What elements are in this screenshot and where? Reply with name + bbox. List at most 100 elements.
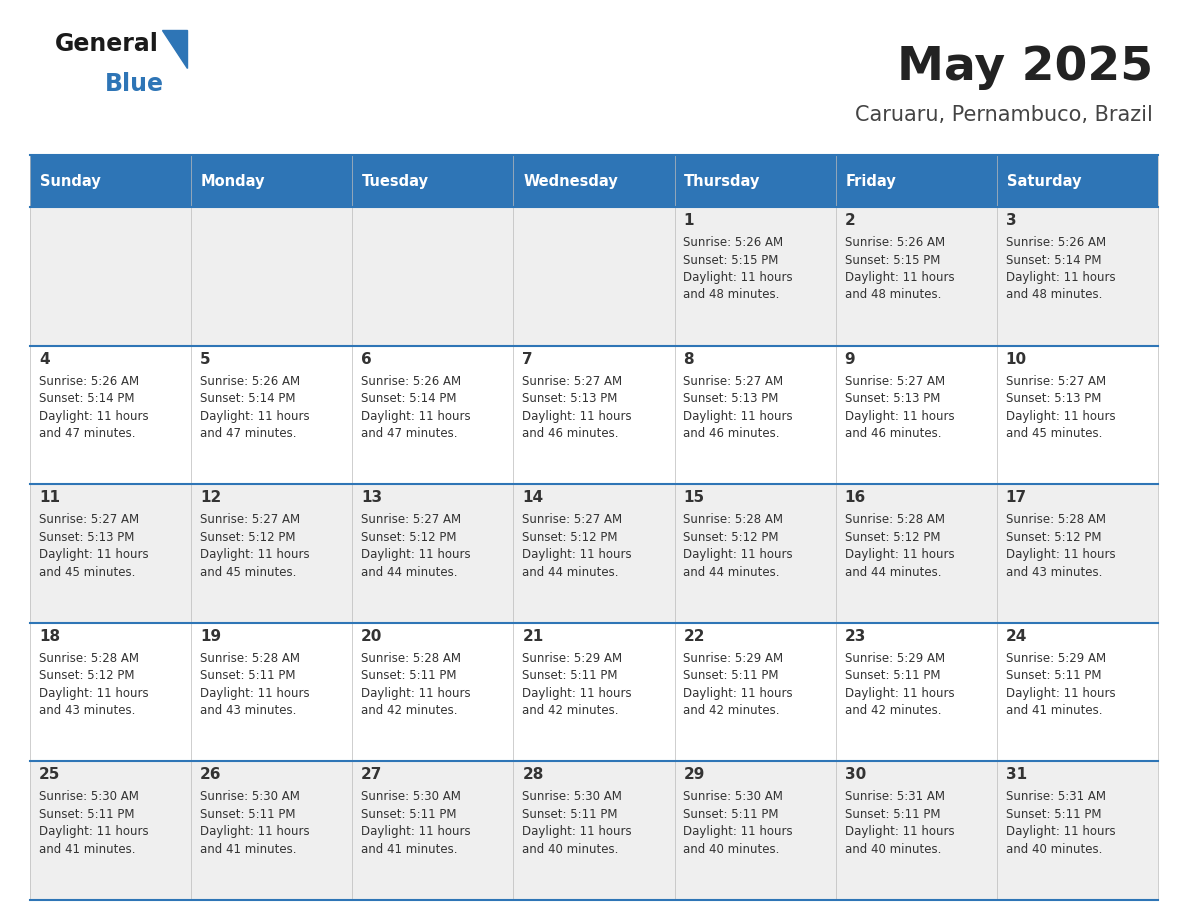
Text: 9: 9 [845, 352, 855, 366]
Text: Sunset: 5:11 PM: Sunset: 5:11 PM [845, 669, 940, 682]
Bar [353, 622, 513, 761]
Text: Sunrise: 5:29 AM: Sunrise: 5:29 AM [845, 652, 944, 665]
Bar [353, 484, 513, 622]
Text: Friday: Friday [846, 174, 896, 188]
Bar [675, 622, 835, 761]
Text: Sunset: 5:12 PM: Sunset: 5:12 PM [523, 531, 618, 543]
Text: 16: 16 [845, 490, 866, 505]
Bar [835, 761, 997, 900]
Text: and 48 minutes.: and 48 minutes. [1006, 288, 1102, 301]
Bar [191, 345, 353, 484]
Text: 29: 29 [683, 767, 704, 782]
Text: and 47 minutes.: and 47 minutes. [361, 427, 457, 440]
Text: Tuesday: Tuesday [362, 174, 429, 188]
Text: Sunrise: 5:28 AM: Sunrise: 5:28 AM [361, 652, 461, 665]
Text: Daylight: 11 hours: Daylight: 11 hours [39, 548, 148, 561]
Text: May 2025: May 2025 [897, 45, 1154, 90]
Text: Daylight: 11 hours: Daylight: 11 hours [845, 548, 954, 561]
Text: and 40 minutes.: and 40 minutes. [1006, 843, 1102, 856]
Bar [675, 761, 835, 900]
Text: Thursday: Thursday [684, 174, 760, 188]
Text: Sunrise: 5:29 AM: Sunrise: 5:29 AM [683, 652, 784, 665]
Text: Sunrise: 5:28 AM: Sunrise: 5:28 AM [683, 513, 783, 526]
Text: Daylight: 11 hours: Daylight: 11 hours [1006, 825, 1116, 838]
Text: Daylight: 11 hours: Daylight: 11 hours [200, 687, 310, 700]
Text: Sunset: 5:15 PM: Sunset: 5:15 PM [845, 253, 940, 266]
Text: Sunset: 5:14 PM: Sunset: 5:14 PM [39, 392, 134, 405]
Text: Sunrise: 5:30 AM: Sunrise: 5:30 AM [39, 790, 139, 803]
Text: and 42 minutes.: and 42 minutes. [361, 704, 457, 717]
Text: Daylight: 11 hours: Daylight: 11 hours [200, 548, 310, 561]
Text: 31: 31 [1006, 767, 1026, 782]
Text: Sunrise: 5:26 AM: Sunrise: 5:26 AM [200, 375, 301, 387]
Text: Daylight: 11 hours: Daylight: 11 hours [200, 825, 310, 838]
Text: and 41 minutes.: and 41 minutes. [200, 843, 297, 856]
Text: Sunrise: 5:26 AM: Sunrise: 5:26 AM [39, 375, 139, 387]
Text: Daylight: 11 hours: Daylight: 11 hours [1006, 271, 1116, 284]
Text: and 46 minutes.: and 46 minutes. [845, 427, 941, 440]
Text: Sunrise: 5:28 AM: Sunrise: 5:28 AM [1006, 513, 1106, 526]
Bar [835, 484, 997, 622]
Text: and 44 minutes.: and 44 minutes. [361, 565, 457, 578]
Text: Sunrise: 5:26 AM: Sunrise: 5:26 AM [361, 375, 461, 387]
Polygon shape [163, 30, 188, 68]
Text: Daylight: 11 hours: Daylight: 11 hours [523, 548, 632, 561]
Text: Blue: Blue [105, 72, 164, 96]
Text: Sunrise: 5:30 AM: Sunrise: 5:30 AM [361, 790, 461, 803]
Text: 18: 18 [39, 629, 59, 644]
Text: Sunset: 5:13 PM: Sunset: 5:13 PM [523, 392, 618, 405]
Text: Sunset: 5:12 PM: Sunset: 5:12 PM [1006, 531, 1101, 543]
Text: Sunrise: 5:30 AM: Sunrise: 5:30 AM [523, 790, 623, 803]
Bar [997, 155, 1158, 207]
Bar [30, 761, 191, 900]
Bar [835, 345, 997, 484]
Text: Daylight: 11 hours: Daylight: 11 hours [845, 825, 954, 838]
Bar [513, 622, 675, 761]
Text: 22: 22 [683, 629, 704, 644]
Text: Sunrise: 5:27 AM: Sunrise: 5:27 AM [1006, 375, 1106, 387]
Text: 15: 15 [683, 490, 704, 505]
Text: 20: 20 [361, 629, 383, 644]
Text: Daylight: 11 hours: Daylight: 11 hours [1006, 409, 1116, 422]
Bar [513, 155, 675, 207]
Text: Sunset: 5:15 PM: Sunset: 5:15 PM [683, 253, 779, 266]
Text: 25: 25 [39, 767, 61, 782]
Text: Sunrise: 5:31 AM: Sunrise: 5:31 AM [845, 790, 944, 803]
Bar [30, 345, 191, 484]
Text: and 47 minutes.: and 47 minutes. [200, 427, 297, 440]
Text: Sunset: 5:11 PM: Sunset: 5:11 PM [39, 808, 134, 821]
Text: Sunset: 5:13 PM: Sunset: 5:13 PM [845, 392, 940, 405]
Bar [675, 484, 835, 622]
Text: Sunset: 5:13 PM: Sunset: 5:13 PM [1006, 392, 1101, 405]
Text: 26: 26 [200, 767, 221, 782]
Text: and 43 minutes.: and 43 minutes. [1006, 565, 1102, 578]
Bar [353, 155, 513, 207]
Text: Sunset: 5:13 PM: Sunset: 5:13 PM [39, 531, 134, 543]
Text: Daylight: 11 hours: Daylight: 11 hours [200, 409, 310, 422]
Text: Sunset: 5:11 PM: Sunset: 5:11 PM [361, 808, 456, 821]
Text: and 40 minutes.: and 40 minutes. [523, 843, 619, 856]
Bar [191, 155, 353, 207]
Text: Sunrise: 5:31 AM: Sunrise: 5:31 AM [1006, 790, 1106, 803]
Text: Sunrise: 5:27 AM: Sunrise: 5:27 AM [523, 513, 623, 526]
Text: Daylight: 11 hours: Daylight: 11 hours [683, 825, 794, 838]
Bar [191, 484, 353, 622]
Bar [835, 207, 997, 345]
Text: Daylight: 11 hours: Daylight: 11 hours [523, 825, 632, 838]
Bar [191, 207, 353, 345]
Text: and 44 minutes.: and 44 minutes. [683, 565, 781, 578]
Text: Sunset: 5:11 PM: Sunset: 5:11 PM [1006, 669, 1101, 682]
Text: and 45 minutes.: and 45 minutes. [200, 565, 296, 578]
Text: 17: 17 [1006, 490, 1026, 505]
Text: 7: 7 [523, 352, 533, 366]
Bar [30, 484, 191, 622]
Text: Daylight: 11 hours: Daylight: 11 hours [361, 687, 470, 700]
Text: and 41 minutes.: and 41 minutes. [1006, 704, 1102, 717]
Text: and 48 minutes.: and 48 minutes. [683, 288, 779, 301]
Text: 10: 10 [1006, 352, 1026, 366]
Text: Sunrise: 5:30 AM: Sunrise: 5:30 AM [683, 790, 783, 803]
Text: 6: 6 [361, 352, 372, 366]
Text: Sunset: 5:11 PM: Sunset: 5:11 PM [523, 808, 618, 821]
Text: 27: 27 [361, 767, 383, 782]
Text: Sunrise: 5:28 AM: Sunrise: 5:28 AM [39, 652, 139, 665]
